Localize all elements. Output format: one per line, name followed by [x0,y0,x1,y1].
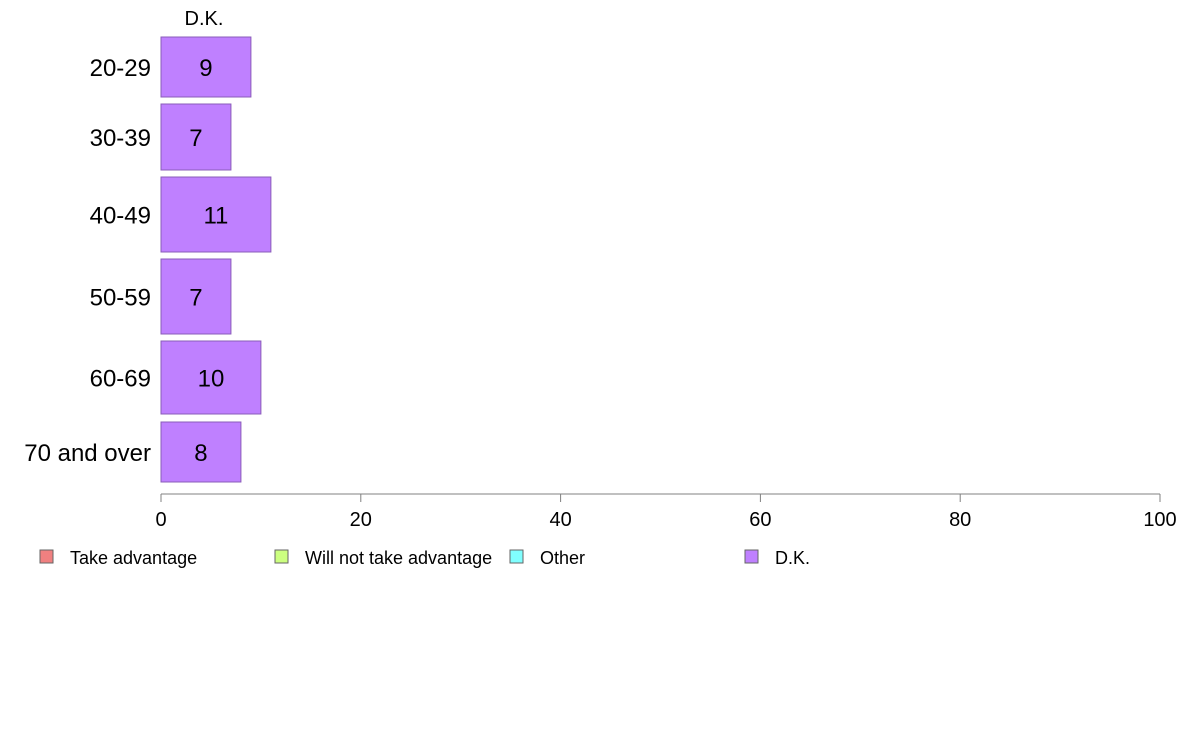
bar-d-k- [160,421,242,483]
legend-swatch-will-not-take-advantage [274,549,289,564]
x-tick-label: 60 [749,509,771,531]
bar-d-k- [160,36,252,98]
x-tick-label: 100 [1143,509,1176,531]
category-label-layer: 20-29 30-39 40-49 50-59 60-69 70 and over [24,55,151,467]
bar-value-label: 7 [189,285,202,312]
bar-value-label: 10 [198,366,225,393]
x-tick-label: 0 [155,509,166,531]
category-label: 70 and over [24,440,151,467]
category-label: 50-59 [90,285,151,312]
bar-value-label: 11 [203,203,228,230]
column-header-layer: D.K. [185,8,224,30]
legend-label-take-advantage: Take advantage [70,548,197,568]
legend-label-d-k-: D.K. [775,548,810,568]
bar-d-k- [160,176,272,253]
x-tick-label: 40 [549,509,571,531]
bar-value-label: 9 [199,55,212,82]
category-label: 30-39 [90,125,151,152]
legend-swatch-other [509,549,524,564]
category-label: 20-29 [90,55,151,82]
category-label: 60-69 [90,366,151,393]
legend-label-other: Other [540,548,585,568]
legend-swatch-take-advantage [39,549,54,564]
legend-swatch-d-k- [744,549,759,564]
bar-value-label: 8 [194,440,207,467]
bar-d-k- [160,340,262,415]
x-tick-label: 20 [350,509,372,531]
x-tick-label: 80 [949,509,971,531]
category-label: 40-49 [90,203,151,230]
bar-layer: 9 7 11 7 10 8 [160,36,272,483]
column-header-dk: D.K. [185,8,224,30]
x-axis: 0 20 40 60 80 100 [155,493,1177,531]
bar-d-k- [160,258,232,335]
legend: Take advantage Will not take advantage Oth… [39,548,810,568]
legend-label-will-not-take-advantage: Will not take advantage [305,548,492,568]
bar-d-k- [160,103,232,171]
bar-value-label: 7 [189,125,202,152]
